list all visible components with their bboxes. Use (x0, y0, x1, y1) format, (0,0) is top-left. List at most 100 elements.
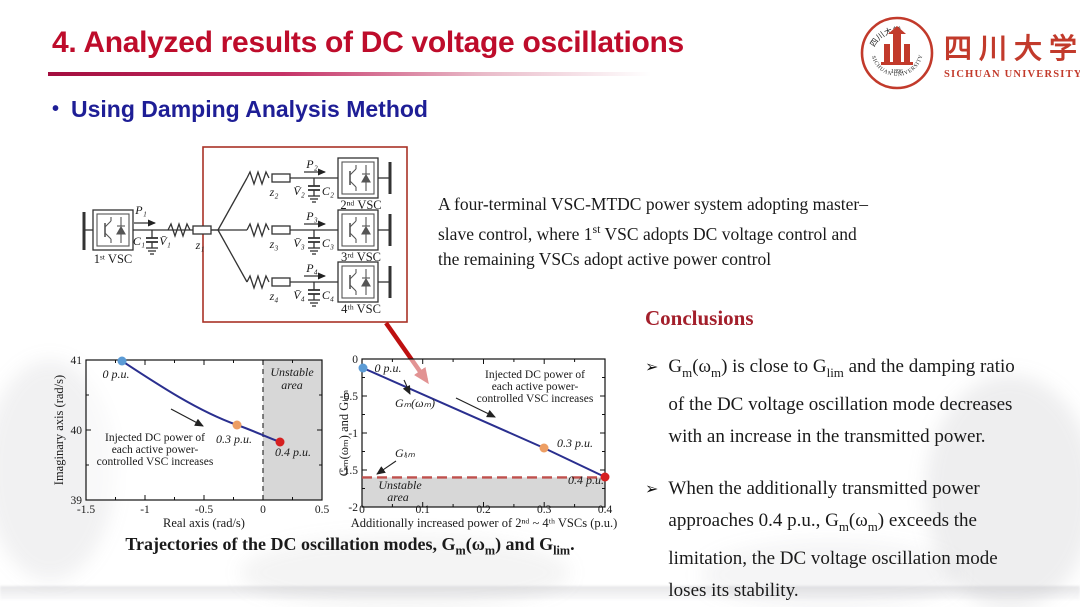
left-axis-ticks (85, 359, 323, 501)
right-xtick-03: 0.3 (537, 504, 552, 516)
left-xtick-3: -0.5 (195, 504, 213, 516)
right-annotation-1: Injected DC power of (485, 369, 585, 381)
label-p1: P₁ (134, 203, 147, 217)
caption-text: Trajectories of the DC oscillation modes… (125, 534, 456, 554)
right-xtick-02: 0.2 (476, 504, 491, 516)
right-ytick-2: -2 (348, 502, 358, 514)
conclusion-text-2: When the additionally transmitted power … (668, 477, 998, 601)
right-ytick-05: -0.5 (340, 391, 358, 403)
label-v1: V̄₁ (159, 234, 171, 248)
left-unstable-area-region (263, 360, 322, 500)
left-chart-root-locus: 41 40 39 -1.5 -1 -0.5 0 0.5 Real axis (r… (52, 355, 329, 530)
right-point-04pu (600, 472, 610, 482)
seal-tower-glyph (881, 26, 913, 65)
left-label-03pu: 0.3 p.u. (216, 432, 252, 446)
diagram-labels: P₁ C₁ V̄₁ z₁ P₂ V̄₂ C₂ z₂ P₃ V̄₃ C₃ z₃ P… (133, 157, 334, 303)
section-heading: • Using Damping Analysis Method (52, 96, 428, 123)
label-p4: P₄ (305, 261, 318, 275)
label-v3: V̄₃ (293, 236, 305, 250)
left-trajectory-line (121, 360, 281, 443)
conclusion-bullet-icon: ➢ (645, 478, 659, 498)
mtdc-circuit-diagram: P₁ C₁ V̄₁ z₁ P₂ V̄₂ C₂ z₂ P₃ V̄₃ C₃ z₃ P… (82, 146, 408, 323)
circuit-wiring (82, 177, 248, 283)
label-vsc2: 2ⁿᵈ VSC (340, 198, 381, 212)
left-annotation-arrow (170, 408, 204, 427)
right-ytick-0: 0 (352, 354, 358, 366)
label-c4: C₄ (322, 288, 334, 302)
right-label-0pu: 0 p.u. (375, 361, 402, 375)
left-annotation-3: controlled VSC increases (97, 456, 214, 468)
right-point-0pu (358, 363, 368, 373)
label-p2: P₂ (305, 157, 318, 171)
gm-curve-label: Gₘ(ωₘ) (395, 396, 435, 410)
left-ytick-39: 39 (71, 495, 83, 507)
right-unstable-text-2: area (387, 490, 409, 504)
left-ytick-41: 41 (71, 355, 83, 367)
left-annotation-2: each active power- (112, 444, 199, 456)
right-chart-gm-glim: 0 -0.5 -1 -1.5 -2 0 0.1 0.2 0.3 0.4 Addi… (337, 354, 617, 530)
label-z4: z₄ (269, 289, 279, 303)
gm-pointer-arrow (402, 379, 411, 395)
bottom-gray-band (0, 586, 1080, 600)
figure-caption: Trajectories of the DC oscillation modes… (125, 534, 575, 558)
right-axis-ticks (361, 358, 606, 508)
university-name-cn: 四川大学 (944, 33, 1080, 65)
conclusions-title: Conclusions (645, 306, 754, 330)
label-z1: z₁ (195, 238, 205, 252)
left-point-04pu (275, 437, 285, 447)
vsc-name-labels: 1ˢᵗ VSC 2ⁿᵈ VSC 3ʳᵈ VSC 4ᵗʰ VSC (94, 198, 382, 316)
right-point-03pu (539, 443, 549, 453)
conclusion-text-1: Gm(ωm) is close to Glim and the damping … (668, 356, 1015, 447)
university-logo: 四川大学 1896 SICHUAN UNIVERSITY 四川大学 SICHUA… (858, 14, 1080, 92)
right-xtick-0: 0 (359, 504, 365, 516)
conclusion-bullet-icon: ➢ (645, 357, 659, 376)
label-v4: V̄₄ (293, 288, 305, 302)
left-ylabel: Imaginary axis (rad/s) (52, 375, 66, 485)
university-seal-icon: 四川大学 1896 SICHUAN UNIVERSITY (860, 16, 934, 90)
left-xtick-4: 0 (260, 504, 266, 516)
watermark-photo-center (240, 535, 570, 607)
right-label-04pu: 0.4 p.u. (568, 473, 604, 487)
system-description: A four-terminal VSC-MTDC power system ad… (438, 192, 874, 272)
left-unstable-text-1: Unstable (270, 365, 314, 379)
conclusion-item-2: ➢ When the additionally transmitted powe… (645, 473, 1027, 607)
conclusion-item-1: ➢ Gm(ωm) is close to Glim and the dampin… (645, 351, 1027, 453)
seal-year: 1896 (891, 69, 903, 75)
right-ytick-15: -1.5 (340, 465, 358, 477)
label-vsc3: 3ʳᵈ VSC (341, 250, 381, 264)
left-label-04pu: 0.4 p.u. (275, 445, 311, 459)
left-xtick-2: -1 (140, 504, 150, 516)
result-charts: 41 40 39 -1.5 -1 -0.5 0 0.5 Real axis (r… (52, 321, 617, 530)
right-xtick-04: 0.4 (598, 504, 613, 516)
university-name-en: SICHUAN UNIVERSITY (944, 68, 1080, 80)
label-z3: z₃ (269, 237, 279, 251)
conclusions-panel: Conclusions ➢ Gm(ωm) is close to Glim an… (645, 306, 1027, 607)
university-wordmark: 四川大学 SICHUAN UNIVERSITY (944, 27, 1080, 80)
label-vsc4: 4ᵗʰ VSC (341, 302, 381, 316)
label-z2: z₂ (269, 185, 279, 199)
left-xtick-5: 0.5 (315, 504, 330, 516)
right-annotation-arrow (455, 397, 496, 418)
watermark-photo-bottom (700, 540, 960, 607)
label-v2: V̄₂ (293, 184, 305, 198)
glim-pointer-arrow (376, 460, 397, 475)
branch-rows (246, 157, 392, 307)
left-annotation-1: Injected DC power of (105, 432, 205, 444)
left-xlabel: Real axis (rad/s) (163, 516, 245, 530)
label-c3: C₃ (322, 236, 334, 250)
watermark-photo-right (925, 375, 1080, 607)
heading-bullet: • (52, 98, 60, 120)
label-c2: C₂ (322, 184, 334, 198)
right-unstable-text-1: Unstable (378, 478, 422, 492)
glim-curve-label: Gₗᵢₘ (395, 446, 416, 460)
right-ylabel: Gₘ(ωₘ) and Gₗᵢₘ (337, 390, 351, 477)
left-ytick-40: 40 (71, 425, 83, 437)
right-xlabel: Additionally increased power of 2ⁿᵈ ~ 4ᵗ… (351, 516, 618, 530)
right-label-03pu: 0.3 p.u. (557, 436, 593, 450)
heading-label: Using Damping Analysis Method (71, 96, 428, 122)
label-vsc1: 1ˢᵗ VSC (94, 252, 133, 266)
label-c1: C₁ (133, 234, 145, 248)
description-sup: st (592, 222, 601, 236)
left-unstable-text-2: area (281, 378, 303, 392)
